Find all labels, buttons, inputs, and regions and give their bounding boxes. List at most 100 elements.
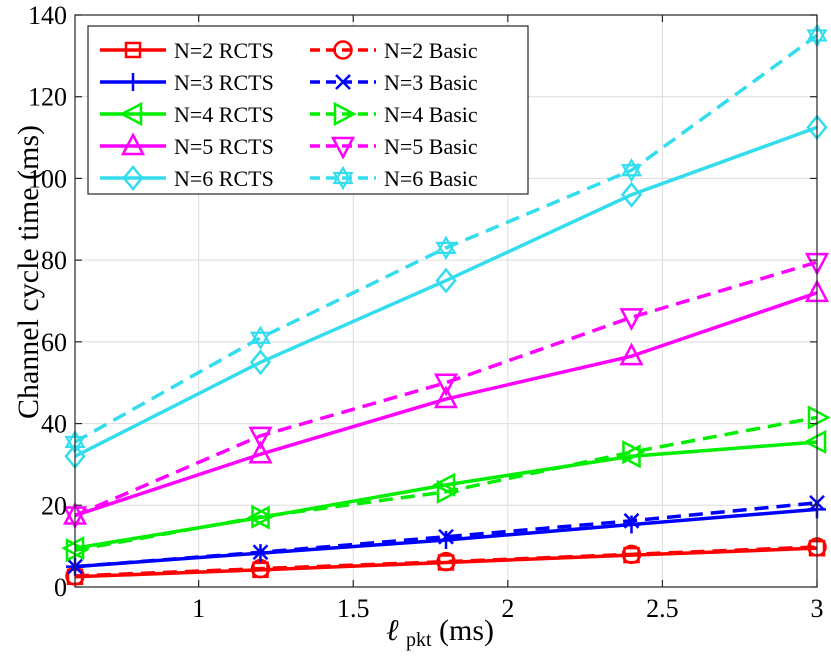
data-point-n-4-basic <box>436 479 460 504</box>
y-tick-label: 100 <box>28 164 67 193</box>
data-point-n-4-basic <box>807 405 831 430</box>
legend-box <box>87 25 529 195</box>
x-axis-title-unit: (ms) <box>439 614 494 647</box>
legend-marker-n-2-basic <box>333 40 353 60</box>
legend-item-n-2-basic: N=2 Basic <box>310 38 478 63</box>
data-point-n-6-basic-down <box>620 164 643 183</box>
x-tick-label: 3 <box>811 594 824 623</box>
data-point-n-5-rcts <box>248 440 273 464</box>
legend: N=2 RCTS N=2 Basic N=3 RCTS N=3 Basic N=4 RC… <box>87 25 529 195</box>
data-point-n-5-basic <box>619 308 644 332</box>
data-point-n-6-basic-down <box>249 331 272 350</box>
legend-marker-n-6-basic-down <box>332 171 354 191</box>
data-point-n-6-rcts <box>620 181 643 208</box>
series-line-n-3-basic <box>74 501 818 569</box>
legend-item-n-5-basic: N=5 Basic <box>310 134 478 160</box>
data-point-n-6-basic-up <box>249 325 272 344</box>
legend-item-n-2-rcts: N=2 RCTS <box>100 38 274 63</box>
data-point-n-3-basic <box>623 512 640 529</box>
y-tick-label: 20 <box>41 491 67 520</box>
series-line-n-5-basic <box>74 260 818 518</box>
data-point-n-6-rcts <box>249 349 272 376</box>
data-point-n-4-rcts <box>617 444 641 469</box>
legend-marker-n-6-basic <box>332 165 354 191</box>
data-point-n-4-rcts <box>432 472 456 497</box>
legend-item-n-6-basic: N=6 Basic <box>310 165 478 191</box>
data-point-n-5-rcts <box>619 342 644 366</box>
series-line-n-5-rcts <box>74 291 818 518</box>
legend-marker-n-2-rcts <box>124 41 142 59</box>
x-tick-label: 2.5 <box>646 594 679 623</box>
legend-label-n-5-basic: N=5 Basic <box>384 134 478 159</box>
data-point-n-4-basic <box>622 440 646 465</box>
data-point-n-6-rcts <box>435 267 457 294</box>
series-layer <box>61 23 831 586</box>
legend-label-n-2-rcts: N=2 RCTS <box>174 38 274 63</box>
series-line-n-2-basic <box>74 545 818 578</box>
data-point-n-4-rcts <box>803 429 827 455</box>
legend-marker-n-4-basic <box>333 101 357 127</box>
data-point-n-6-basic-up <box>435 235 457 254</box>
legend-item-n-3-basic: N=3 Basic <box>310 70 478 95</box>
legend-label-n-6-rcts: N=6 RCTS <box>174 166 274 191</box>
series-n-3-basic <box>67 494 825 575</box>
legend-marker-n-5-rcts <box>120 132 146 156</box>
data-point-n-3-basic <box>438 528 454 545</box>
x-axis-title-symbol: ℓ <box>386 614 399 647</box>
data-point-n-4-basic <box>65 538 89 563</box>
data-point-n-3-basic <box>252 544 269 561</box>
y-tick-label: 60 <box>41 328 67 357</box>
x-tick-label: 1 <box>192 594 205 623</box>
data-point-n-5-basic <box>433 373 459 397</box>
data-point-n-6-basic <box>435 235 457 261</box>
legend-item-n-5-rcts: N=5 RCTS <box>100 132 274 159</box>
y-tick-label: 140 <box>28 1 67 30</box>
y-tick-label: 80 <box>41 246 67 275</box>
series-line-n-4-basic <box>74 415 818 552</box>
y-tick-label: 40 <box>41 410 67 439</box>
legend-marker-n-3-basic <box>335 74 351 90</box>
legend-label-n-3-basic: N=3 Basic <box>384 70 478 95</box>
legend-label-n-3-rcts: N=3 RCTS <box>174 70 274 95</box>
legend-item-n-4-rcts: N=4 RCTS <box>100 101 274 127</box>
legend-label-n-4-rcts: N=4 RCTS <box>174 102 274 127</box>
data-point-n-6-basic <box>620 158 643 183</box>
legend-marker-n-6-basic-up <box>332 165 354 185</box>
x-axis-title: ℓ pkt (ms) <box>386 614 494 653</box>
legend-item-n-4-basic: N=4 Basic <box>310 101 478 127</box>
data-point-n-6-basic-up <box>620 158 643 177</box>
data-point-n-3-rcts <box>437 531 455 550</box>
legend-label-n-4-basic: N=4 Basic <box>384 102 478 127</box>
legend-marker-n-3-rcts <box>124 73 142 91</box>
legend-marker-n-5-basic <box>330 136 356 160</box>
axes <box>74 14 818 588</box>
data-point-n-5-basic <box>248 426 273 450</box>
series-line-n-6-basic <box>74 34 819 444</box>
legend-item-n-3-rcts: N=3 RCTS <box>100 70 274 95</box>
series-n-4-basic <box>65 405 831 563</box>
data-point-n-5-rcts <box>433 385 459 409</box>
data-point-n-3-rcts <box>622 515 641 534</box>
y-axis-title: Channel cycle time (ms) <box>12 125 45 419</box>
axes-box <box>74 14 818 588</box>
ticks: 1 1.5 2 2.5 3 0 20 40 60 80 100 120 140 <box>28 1 824 623</box>
data-point-n-6-basic <box>249 325 272 350</box>
x-tick-label: 2 <box>501 594 514 623</box>
data-point-n-4-basic <box>251 504 275 529</box>
y-tick-label: 0 <box>54 573 67 602</box>
legend-marker-n-6-rcts <box>122 165 144 191</box>
series-line-n-6-rcts <box>74 125 818 458</box>
legend-label-n-5-rcts: N=5 RCTS <box>174 134 274 159</box>
data-point-n-6-basic-down <box>435 241 457 261</box>
legend-item-n-6-rcts: N=6 RCTS <box>100 165 274 191</box>
data-point-n-2-basic <box>436 551 456 572</box>
legend-label-n-6-basic: N=6 Basic <box>384 166 478 191</box>
y-tick-label: 120 <box>28 83 67 112</box>
x-axis-title-subscript: pkt <box>406 629 432 651</box>
legend-label-n-2-basic: N=2 Basic <box>384 38 478 63</box>
series-n-5-basic <box>62 252 830 530</box>
legend-marker-n-4-rcts <box>119 101 143 127</box>
x-tick-label: 1.5 <box>337 594 370 623</box>
data-point-n-2-basic <box>621 544 642 565</box>
